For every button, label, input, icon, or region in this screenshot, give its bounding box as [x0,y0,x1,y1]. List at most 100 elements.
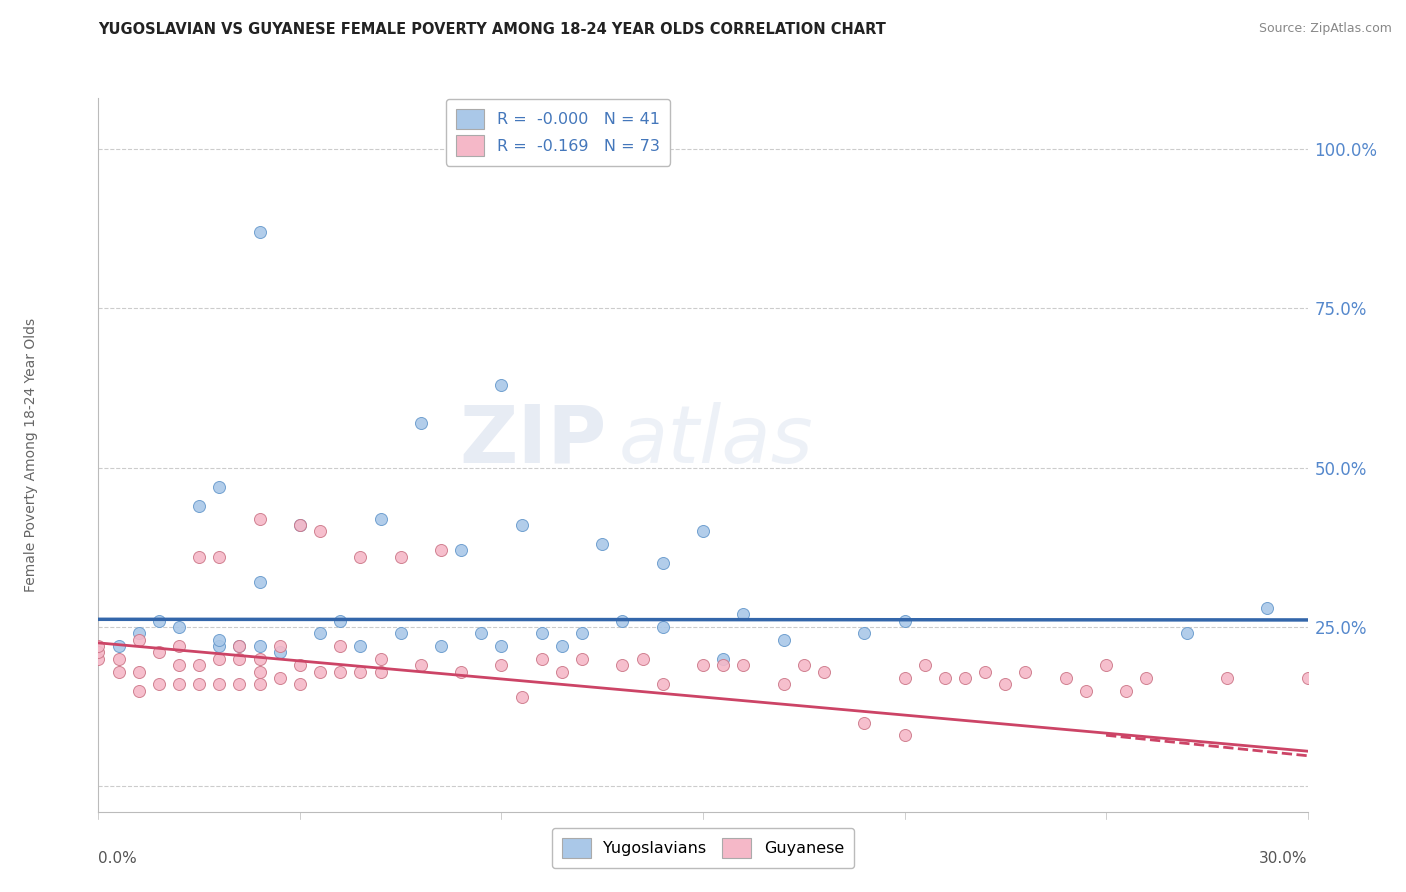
Point [1095,658,1118,673]
Point [651,677,673,691]
Point [349,549,371,564]
Point [530,652,553,666]
Point [571,652,593,666]
Point [208,652,231,666]
Point [128,632,150,647]
Point [228,652,250,666]
Point [711,658,734,673]
Point [188,658,211,673]
Point [1014,665,1036,679]
Point [409,416,432,430]
Point [309,626,332,640]
Point [107,652,129,666]
Point [612,614,634,628]
Point [269,639,291,653]
Point [329,614,352,628]
Point [631,652,654,666]
Point [692,524,714,539]
Point [450,543,472,558]
Point [953,671,976,685]
Point [167,677,190,691]
Point [167,658,190,673]
Point [1135,671,1157,685]
Point [228,639,250,653]
Point [893,728,915,742]
Point [530,626,553,640]
Point [249,652,271,666]
Point [208,639,231,653]
Point [249,511,271,525]
Point [249,225,271,239]
Point [128,626,150,640]
Point [389,626,412,640]
Text: Female Poverty Among 18-24 Year Olds: Female Poverty Among 18-24 Year Olds [24,318,38,592]
Point [1074,683,1097,698]
Point [793,658,815,673]
Point [510,518,533,533]
Point [309,524,332,539]
Text: YUGOSLAVIAN VS GUYANESE FEMALE POVERTY AMONG 18-24 YEAR OLDS CORRELATION CHART: YUGOSLAVIAN VS GUYANESE FEMALE POVERTY A… [98,22,886,37]
Point [1296,671,1319,685]
Point [288,677,311,691]
Point [914,658,936,673]
Point [510,690,533,704]
Point [430,543,453,558]
Point [733,658,755,673]
Text: 0.0%: 0.0% [98,851,138,866]
Point [893,614,915,628]
Point [128,683,150,698]
Point [87,645,110,659]
Point [430,639,453,653]
Point [551,639,574,653]
Legend: Yugoslavians, Guyanese: Yugoslavians, Guyanese [553,829,853,868]
Point [1256,600,1278,615]
Point [994,677,1017,691]
Point [370,665,392,679]
Point [249,677,271,691]
Point [853,626,876,640]
Point [692,658,714,673]
Point [1175,626,1198,640]
Text: Source: ZipAtlas.com: Source: ZipAtlas.com [1258,22,1392,36]
Point [733,607,755,622]
Point [188,677,211,691]
Text: 30.0%: 30.0% [1260,851,1308,866]
Point [370,652,392,666]
Point [591,537,613,551]
Point [470,626,492,640]
Point [349,639,371,653]
Point [167,639,190,653]
Point [974,665,997,679]
Point [772,632,794,647]
Text: ZIP: ZIP [458,401,606,480]
Point [329,639,352,653]
Point [651,620,673,634]
Point [107,665,129,679]
Point [87,639,110,653]
Point [571,626,593,640]
Point [370,511,392,525]
Point [208,632,231,647]
Point [651,556,673,570]
Point [249,639,271,653]
Point [612,658,634,673]
Point [228,677,250,691]
Point [188,549,211,564]
Point [813,665,835,679]
Point [1054,671,1077,685]
Point [772,677,794,691]
Point [349,665,371,679]
Point [188,499,211,513]
Point [711,652,734,666]
Point [893,671,915,685]
Point [167,620,190,634]
Point [309,665,332,679]
Point [551,665,574,679]
Text: atlas: atlas [619,401,813,480]
Point [269,645,291,659]
Point [208,549,231,564]
Point [389,549,412,564]
Point [491,658,513,673]
Point [491,377,513,392]
Point [491,639,513,653]
